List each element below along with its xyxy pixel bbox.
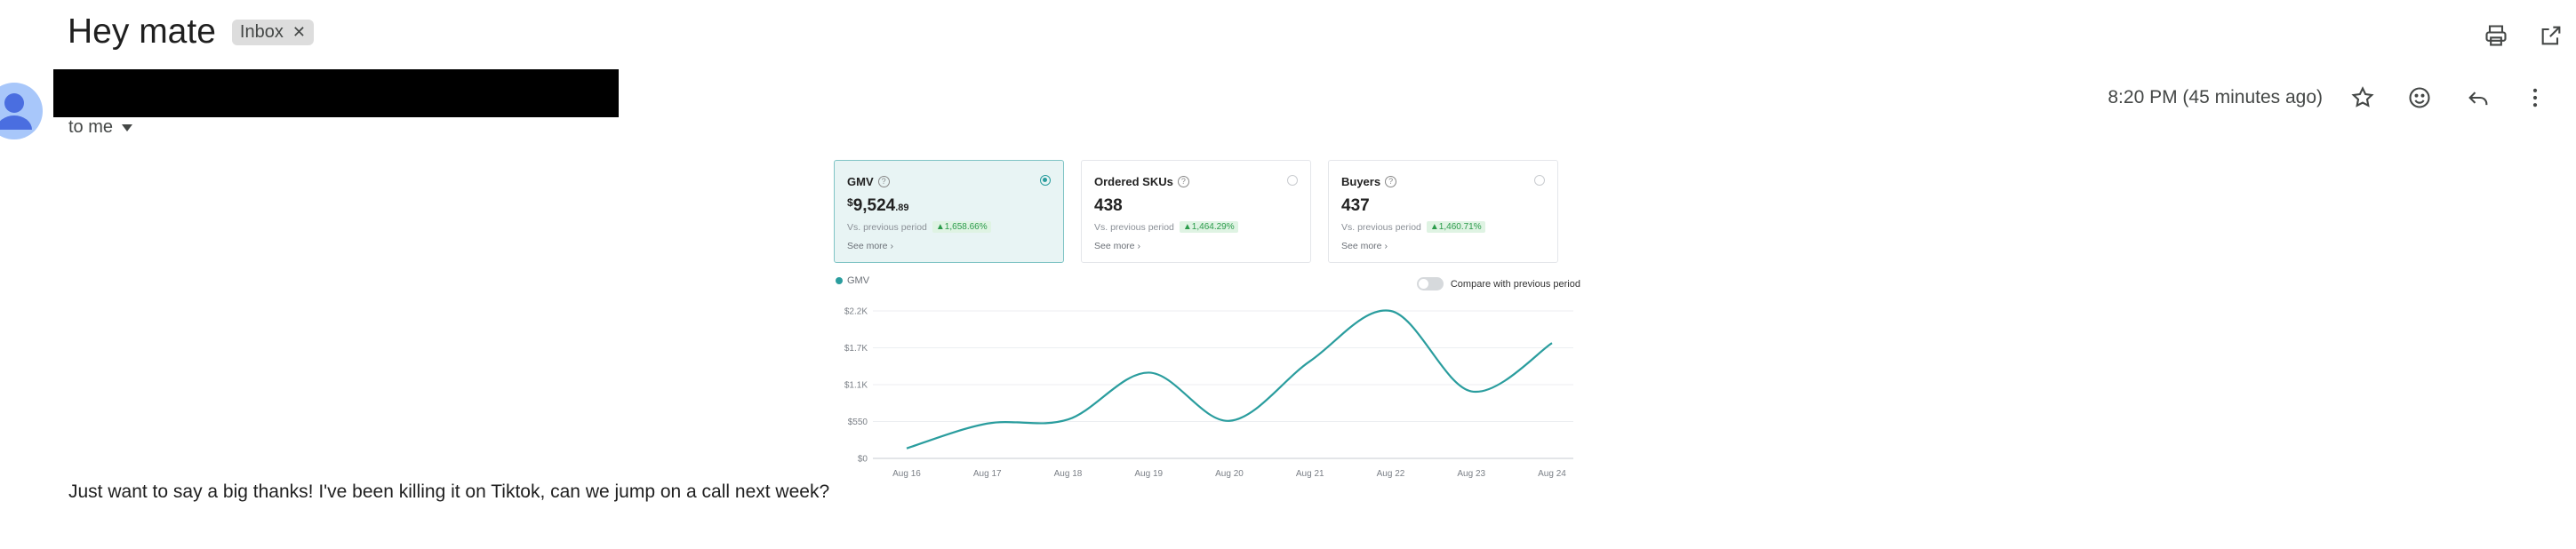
sender-name-redacted (53, 69, 619, 117)
comparison-label: Vs. previous period (1341, 221, 1421, 233)
y-tick-label: $550 (848, 418, 868, 427)
change-value: 1,460.71% (1438, 222, 1482, 232)
chevron-down-icon (122, 123, 133, 131)
x-tick-label: Aug 19 (1134, 469, 1163, 479)
y-tick-label: $1.1K (844, 381, 868, 391)
see-more-link: See more › (1094, 241, 1140, 251)
metric-card-title-text: Ordered SKUs (1094, 175, 1173, 188)
label-chip-text: Inbox (239, 21, 284, 42)
compare-label: Compare with previous period (1450, 278, 1580, 290)
currency-symbol: $ (847, 196, 853, 209)
open-in-new-window-icon (2541, 26, 2561, 45)
x-tick-label: Aug 16 (892, 469, 921, 479)
help-icon: ? (1177, 176, 1189, 187)
star-icon (2351, 86, 2374, 107)
help-icon: ? (877, 176, 890, 187)
see-more-link: See more › (1341, 241, 1388, 251)
add-reaction-button[interactable] (2402, 80, 2437, 115)
subject-row: Hey mate Inbox ✕ (68, 12, 314, 52)
metric-card-title-text: Buyers (1341, 175, 1381, 188)
embedded-dashboard-image: GMV? $9,524.89 Vs. previous period ▲1,658… (830, 156, 1593, 497)
compare-toggle: Compare with previous period (1416, 277, 1580, 290)
metric-comparison: Vs. previous period ▲1,464.29% (1094, 221, 1238, 233)
see-more-text: See more (1341, 241, 1382, 251)
x-tick-label: Aug 22 (1377, 469, 1405, 479)
print-button[interactable] (2478, 18, 2514, 53)
label-chip-inbox[interactable]: Inbox ✕ (231, 19, 314, 45)
metric-comparison: Vs. previous period ▲1,460.71% (1341, 221, 1485, 233)
metric-card-title: GMV? (847, 175, 890, 188)
metric-card-value: 437 (1341, 196, 1370, 215)
comparison-label: Vs. previous period (1094, 221, 1174, 233)
change-badge: ▲1,460.71% (1426, 221, 1485, 233)
see-more-text: See more (1094, 241, 1135, 251)
metric-radio (1534, 175, 1545, 186)
change-badge: ▲1,464.29% (1179, 221, 1238, 233)
chart-legend: GMV (836, 275, 869, 286)
see-more-link: See more › (847, 241, 893, 251)
legend-swatch (836, 277, 843, 284)
help-icon: ? (1385, 176, 1397, 187)
x-tick-label: Aug 23 (1457, 469, 1485, 479)
metric-card-gmv: GMV? $9,524.89 Vs. previous period ▲1,658… (834, 160, 1064, 263)
comparison-label: Vs. previous period (847, 221, 927, 233)
gmv-series-line (906, 309, 1553, 450)
print-icon (2485, 25, 2507, 46)
remove-label-icon[interactable]: ✕ (292, 22, 306, 41)
metric-comparison: Vs. previous period ▲1,658.66% (847, 221, 991, 233)
emoji-icon (2409, 87, 2430, 108)
email-body: Just want to say a big thanks! I've been… (68, 481, 830, 502)
metric-card-value: $9,524.89 (847, 196, 909, 216)
metric-card-buyers: Buyers? 437 Vs. previous period ▲1,460.71… (1328, 160, 1558, 263)
see-more-text: See more (847, 241, 888, 251)
legend-label: GMV (847, 275, 870, 286)
sender-avatar[interactable] (0, 80, 44, 142)
x-tick-label: Aug 18 (1054, 469, 1083, 479)
metric-value-main: 9,524 (852, 196, 896, 215)
x-tick-label: Aug 24 (1538, 469, 1566, 479)
y-tick-label: $2.2K (844, 307, 868, 317)
star-button[interactable] (2345, 80, 2380, 115)
metric-card-title: Buyers? (1341, 175, 1397, 188)
reply-icon (2468, 92, 2488, 106)
change-value: 1,464.29% (1191, 222, 1235, 232)
x-tick-label: Aug 21 (1296, 469, 1324, 479)
email-timestamp: 8:20 PM (45 minutes ago) (2108, 87, 2323, 107)
y-tick-label: $0 (858, 455, 868, 465)
to-me-label: to me (68, 117, 114, 137)
x-tick-label: Aug 20 (1215, 469, 1244, 479)
open-in-new-window-button[interactable] (2533, 18, 2569, 53)
y-tick-label: $1.7K (844, 344, 868, 354)
metric-card-value: 438 (1094, 196, 1123, 215)
metric-radio-selected (1040, 175, 1051, 186)
change-value: 1,658.66% (944, 222, 988, 232)
recipient-details-toggle[interactable]: to me (68, 117, 133, 138)
more-vert-icon (2532, 88, 2538, 107)
reply-button[interactable] (2460, 80, 2496, 115)
toggle-switch-icon (1416, 277, 1444, 290)
metric-card-title: Ordered SKUs? (1094, 175, 1189, 188)
change-badge: ▲1,658.66% (932, 221, 991, 233)
gmv-line-chart: $0 $550 $1.1K $1.7K $2.2K Aug 16 Aug 17 Aug 18 A… (844, 307, 1573, 479)
metric-value-decimal: .89 (895, 203, 909, 213)
metric-radio (1287, 175, 1298, 186)
email-subject: Hey mate (68, 12, 216, 51)
metric-card-title-text: GMV (847, 175, 874, 188)
metric-card-ordered-skus: Ordered SKUs? 438 Vs. previous period ▲1,… (1081, 160, 1311, 263)
x-tick-label: Aug 17 (973, 469, 1002, 479)
more-options-button[interactable] (2517, 80, 2553, 115)
